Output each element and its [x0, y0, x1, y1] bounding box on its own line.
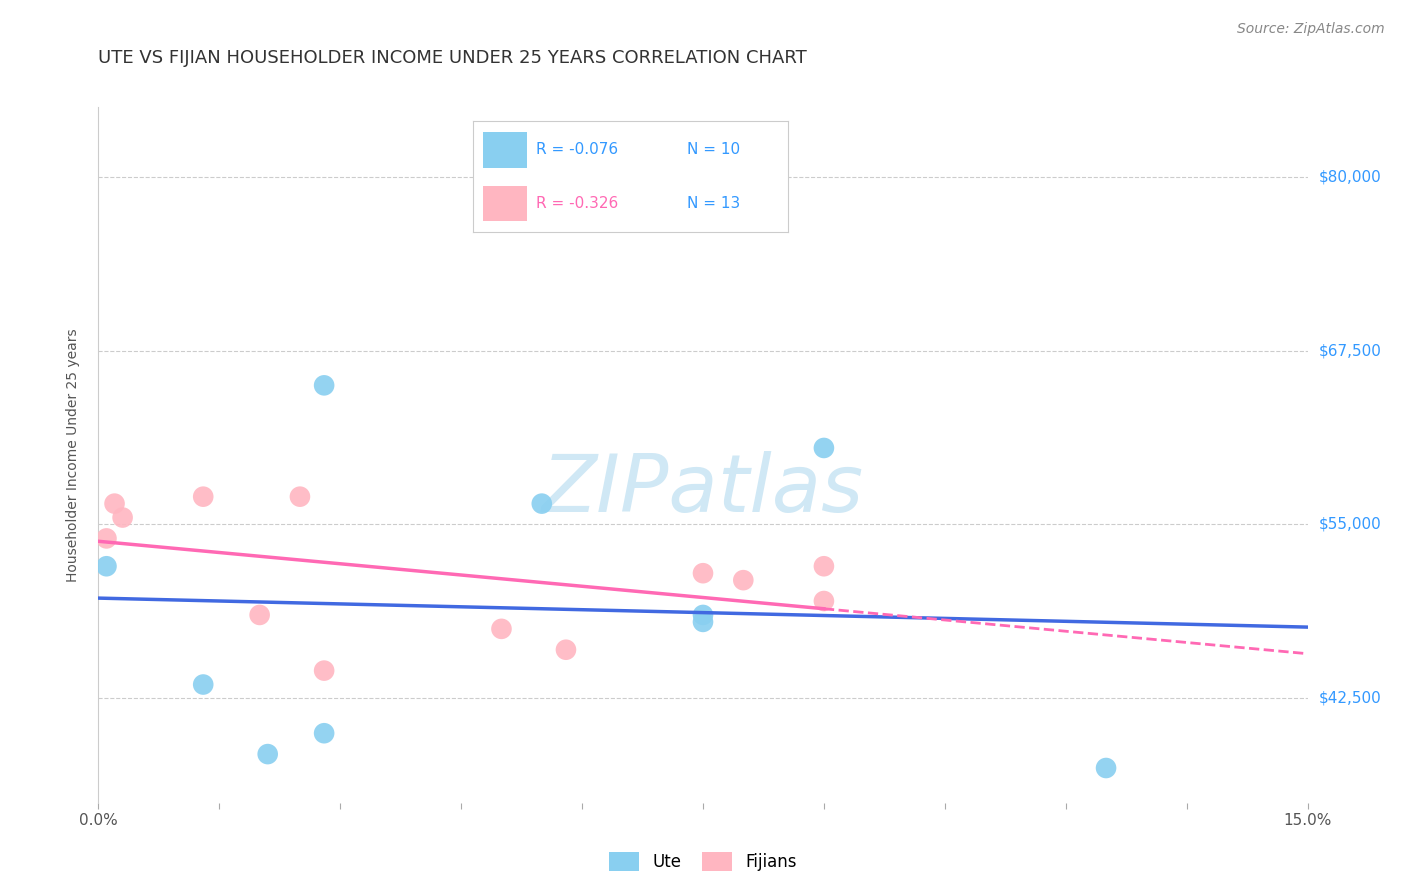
Point: [314, 378, 336, 392]
Point: [733, 573, 755, 587]
Text: Source: ZipAtlas.com: Source: ZipAtlas.com: [1237, 22, 1385, 37]
Point: [813, 441, 835, 455]
Point: [692, 615, 714, 629]
Point: [111, 510, 134, 524]
Text: $80,000: $80,000: [1319, 169, 1382, 184]
Point: [813, 559, 835, 574]
Point: [1095, 761, 1118, 775]
Point: [193, 490, 215, 504]
Point: [314, 664, 336, 678]
Point: [555, 642, 578, 657]
Point: [249, 607, 271, 622]
Point: [103, 497, 125, 511]
Legend: Ute, Fijians: Ute, Fijians: [603, 846, 803, 878]
Point: [530, 497, 553, 511]
Point: [813, 594, 835, 608]
Point: [96, 559, 118, 574]
Point: [288, 490, 311, 504]
Point: [692, 566, 714, 581]
Text: $55,000: $55,000: [1319, 517, 1382, 532]
Point: [314, 726, 336, 740]
Text: ZIPatlas: ZIPatlas: [541, 450, 865, 529]
Text: $42,500: $42,500: [1319, 691, 1382, 706]
Point: [692, 607, 714, 622]
Point: [256, 747, 278, 761]
Point: [193, 677, 215, 691]
Y-axis label: Householder Income Under 25 years: Householder Income Under 25 years: [66, 328, 80, 582]
Text: $67,500: $67,500: [1319, 343, 1382, 358]
Text: UTE VS FIJIAN HOUSEHOLDER INCOME UNDER 25 YEARS CORRELATION CHART: UTE VS FIJIAN HOUSEHOLDER INCOME UNDER 2…: [98, 49, 807, 67]
Point: [491, 622, 513, 636]
Point: [96, 532, 118, 546]
